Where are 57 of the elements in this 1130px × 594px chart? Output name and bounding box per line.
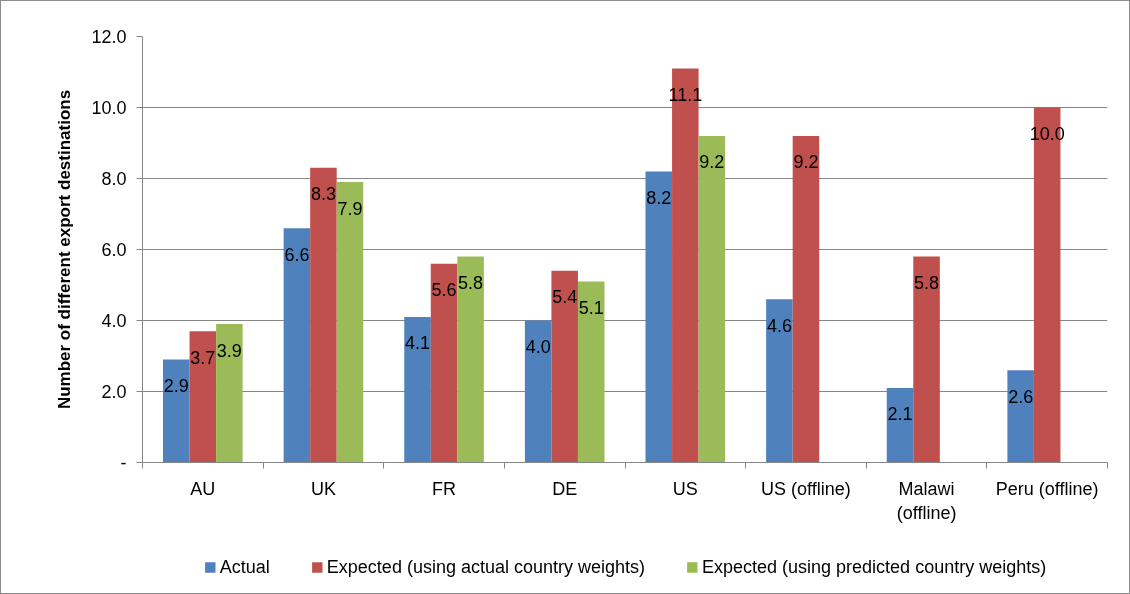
data-label: 2.1 xyxy=(887,404,913,425)
x-tick-label: US (offline) xyxy=(761,478,851,499)
bar xyxy=(577,281,605,463)
bar xyxy=(766,299,793,463)
y-tick-label: 8.0 xyxy=(101,169,127,189)
x-tick-label: AU xyxy=(190,478,216,499)
x-tick-label: DE xyxy=(552,478,578,499)
data-label: 2.6 xyxy=(1008,386,1034,407)
bar xyxy=(336,182,364,463)
bar xyxy=(216,324,243,463)
bar xyxy=(310,167,337,463)
data-label: 4.1 xyxy=(405,333,431,354)
bar xyxy=(551,270,578,463)
y-tick-label: 4.0 xyxy=(101,311,127,331)
y-tick-label: 6.0 xyxy=(101,240,127,260)
bar xyxy=(430,263,458,463)
data-label: 5.4 xyxy=(552,287,578,308)
data-label: 3.9 xyxy=(216,340,242,361)
bar xyxy=(1007,370,1034,463)
bar xyxy=(645,171,673,463)
data-label: 9.2 xyxy=(699,152,725,173)
bar xyxy=(524,320,552,463)
x-tick-label: UK xyxy=(310,478,336,499)
data-label: 7.9 xyxy=(337,198,363,219)
data-label: 6.6 xyxy=(284,244,310,265)
bar xyxy=(457,256,484,463)
x-tick-label: Peru (offline) xyxy=(995,478,1099,499)
legend-label: Actual xyxy=(219,556,270,578)
y-tick-label: - xyxy=(120,453,127,473)
data-label: 5.1 xyxy=(578,297,604,318)
bar xyxy=(792,135,820,463)
y-axis-title: Number of different export destinations xyxy=(55,89,75,410)
data-label: 5.6 xyxy=(431,280,457,301)
bar xyxy=(163,359,190,463)
y-tick-label: 10.0 xyxy=(91,98,127,118)
data-label: 2.9 xyxy=(163,376,189,397)
y-tick-label: 12.0 xyxy=(91,27,127,47)
data-label: 5.8 xyxy=(458,273,484,294)
bar xyxy=(189,331,217,463)
bar xyxy=(886,387,914,463)
data-label: 4.0 xyxy=(525,337,551,357)
legend-label: Expected (using predicted country weights) xyxy=(702,556,1047,578)
bar xyxy=(283,228,311,463)
data-label: 8.3 xyxy=(310,184,336,205)
x-tick-label: US xyxy=(672,478,698,499)
legend-label: Expected (using actual country weights) xyxy=(326,556,646,578)
data-label: 9.2 xyxy=(793,152,819,173)
bar xyxy=(404,316,431,463)
bar xyxy=(913,256,940,463)
data-label: 3.7 xyxy=(190,347,216,368)
x-tick-label: Malawi (offline) xyxy=(896,478,957,523)
x-tick-label: FR xyxy=(432,478,457,499)
y-tick-label: 2.0 xyxy=(101,382,127,402)
data-label: 4.6 xyxy=(766,315,792,336)
data-label: 5.8 xyxy=(914,273,940,294)
bar xyxy=(698,135,726,463)
data-label: 8.2 xyxy=(646,187,672,208)
